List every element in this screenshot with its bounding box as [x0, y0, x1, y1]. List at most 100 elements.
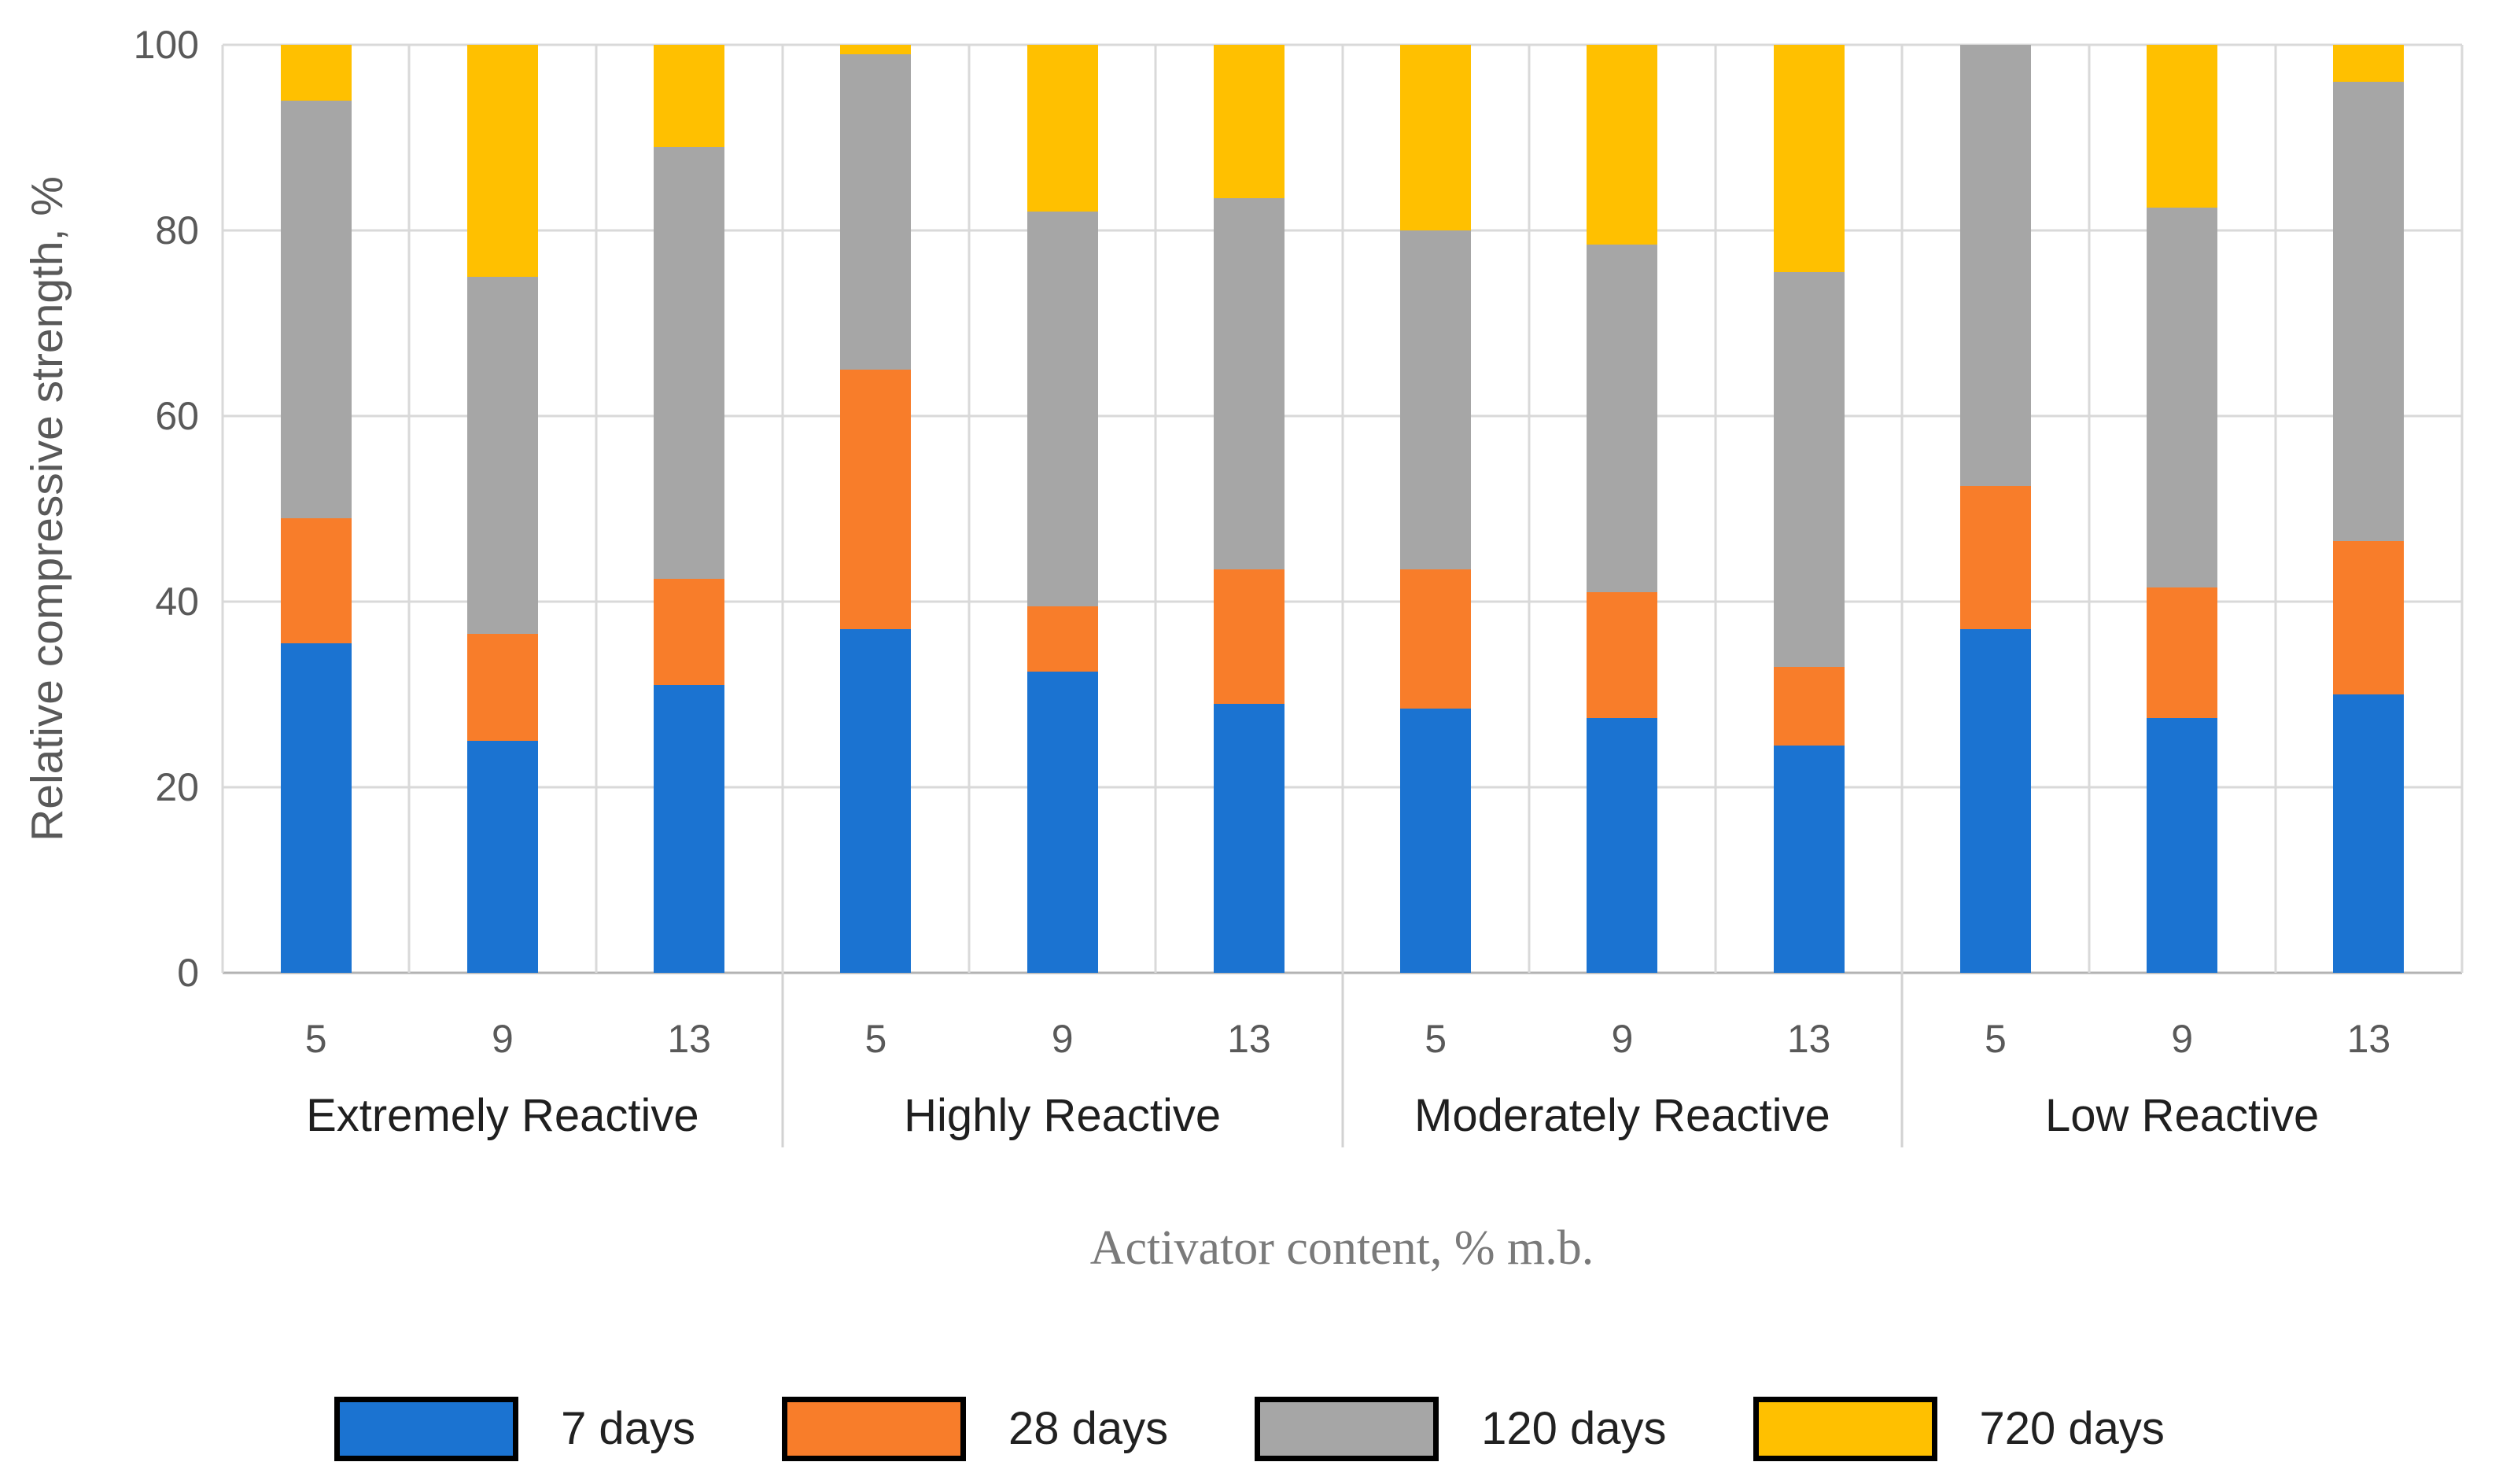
legend-swatch-7-days: [334, 1397, 519, 1461]
bar-segment-28-days: [1773, 666, 1845, 746]
x-tick-label: 13: [1227, 1017, 1271, 1061]
legend-item-120-days: 120 days: [1255, 1397, 1667, 1461]
bar-cell: [2089, 45, 2276, 973]
vertical-gridline: [781, 45, 784, 973]
vertical-gridline: [1341, 45, 1343, 973]
bar-segment-720-days: [1400, 45, 1472, 231]
vertical-gridline: [2460, 45, 2464, 973]
y-tick-label: 40: [155, 580, 199, 624]
y-tick-label: 100: [133, 23, 199, 67]
bar-segment-720-days: [1773, 45, 1845, 273]
bar-segment-120-days: [466, 277, 538, 635]
bar-segment-120-days: [1027, 212, 1098, 606]
bar-segment-28-days: [1027, 606, 1098, 672]
x-tick-label: 13: [667, 1017, 711, 1061]
bar-segment-720-days: [466, 45, 538, 278]
group-label-moderately-reactive: Moderately Reactive: [1414, 1090, 1830, 1141]
bar-segment-7-days: [1027, 671, 1098, 973]
bar-segment-720-days: [840, 45, 912, 54]
bar-segment-28-days: [840, 370, 912, 630]
y-tick-label: 0: [177, 951, 199, 995]
legend-item-28-days: 28 days: [781, 1397, 1169, 1461]
bar-segment-120-days: [1587, 244, 1658, 593]
bar-extremely-reactive-13: [654, 45, 725, 973]
chart-legend: 7 days 28 days 120 days 720 days: [0, 1397, 2499, 1461]
bar-segment-120-days: [1400, 230, 1472, 569]
vertical-gridline: [1528, 45, 1531, 973]
group-label-extremely-reactive: Extremely Reactive: [306, 1090, 699, 1141]
bar-low-reactive-5: [1959, 45, 2031, 973]
bar-segment-720-days: [1213, 45, 1285, 198]
legend-item-720-days: 720 days: [1753, 1397, 2165, 1461]
bar-segment-28-days: [1400, 569, 1472, 709]
legend-swatch-720-days: [1753, 1397, 1937, 1461]
legend-label: 120 days: [1481, 1403, 1667, 1454]
bar-segment-7-days: [1213, 703, 1285, 973]
y-tick-label: 60: [155, 394, 199, 438]
bar-segment-720-days: [654, 45, 725, 147]
x-tick-label: 9: [1051, 1017, 1074, 1061]
bar-moderately-reactive-5: [1400, 45, 1472, 973]
x-tick-label: 5: [1425, 1017, 1447, 1061]
bar-cell: [1529, 45, 1716, 973]
bar-segment-720-days: [2333, 45, 2405, 83]
plot-area: [221, 43, 2464, 974]
legend-item-7-days: 7 days: [334, 1397, 695, 1461]
bar-segment-120-days: [2147, 207, 2218, 588]
bar-cell: [409, 45, 595, 973]
bar-segment-28-days: [654, 578, 725, 686]
vertical-gridline: [221, 45, 224, 973]
bar-segment-120-days: [840, 53, 912, 370]
bar-cell: [1716, 45, 1902, 973]
bar-segment-28-days: [2333, 541, 2405, 694]
bar-cell: [969, 45, 1156, 973]
bar-segment-720-days: [280, 45, 352, 101]
legend-label: 720 days: [1979, 1403, 2165, 1454]
bar-cell: [1343, 45, 1529, 973]
bar-segment-720-days: [1027, 45, 1098, 212]
bar-segment-120-days: [1213, 197, 1285, 569]
bar-segment-7-days: [1773, 745, 1845, 973]
bar-segment-28-days: [2147, 587, 2218, 718]
bar-extremely-reactive-9: [466, 45, 538, 973]
vertical-gridline: [1900, 45, 1904, 973]
bar-segment-7-days: [654, 685, 725, 973]
bar-highly-reactive-9: [1027, 45, 1098, 973]
vertical-gridline: [2274, 45, 2277, 973]
bar-segment-28-days: [466, 634, 538, 741]
group-divider-line: [781, 973, 784, 1147]
bar-cell: [223, 45, 409, 973]
bar-segment-7-days: [1959, 629, 2031, 973]
bar-highly-reactive-13: [1213, 45, 1285, 973]
bar-cell: [1156, 45, 1342, 973]
bar-segment-7-days: [466, 741, 538, 973]
vertical-gridline: [407, 45, 411, 973]
vertical-gridline: [1154, 45, 1157, 973]
bar-segment-120-days: [654, 146, 725, 579]
bar-segment-28-days: [280, 517, 352, 644]
x-tick-label: 5: [304, 1017, 327, 1061]
x-tick-label: 9: [1611, 1017, 1634, 1061]
x-tick-label: 9: [491, 1017, 514, 1061]
bar-highly-reactive-5: [840, 45, 912, 973]
y-tick-label: 80: [155, 208, 199, 252]
bar-segment-7-days: [1400, 708, 1472, 973]
legend-label: 28 days: [1008, 1403, 1169, 1454]
legend-label: 7 days: [561, 1403, 695, 1454]
bar-segment-7-days: [2333, 694, 2405, 973]
bar-segment-720-days: [2147, 45, 2218, 208]
bar-segment-120-days: [1773, 272, 1845, 667]
legend-swatch-28-days: [781, 1397, 966, 1461]
bar-segment-28-days: [1213, 569, 1285, 704]
bar-low-reactive-13: [2333, 45, 2405, 973]
x-tick-label: 5: [1984, 1017, 2007, 1061]
bar-low-reactive-9: [2147, 45, 2218, 973]
bar-segment-720-days: [1587, 45, 1658, 245]
bar-extremely-reactive-5: [280, 45, 352, 973]
vertical-gridline: [595, 45, 597, 973]
bar-segment-7-days: [840, 629, 912, 973]
vertical-gridline: [1714, 45, 1717, 973]
bar-cell: [2276, 45, 2462, 973]
bar-cell: [783, 45, 969, 973]
